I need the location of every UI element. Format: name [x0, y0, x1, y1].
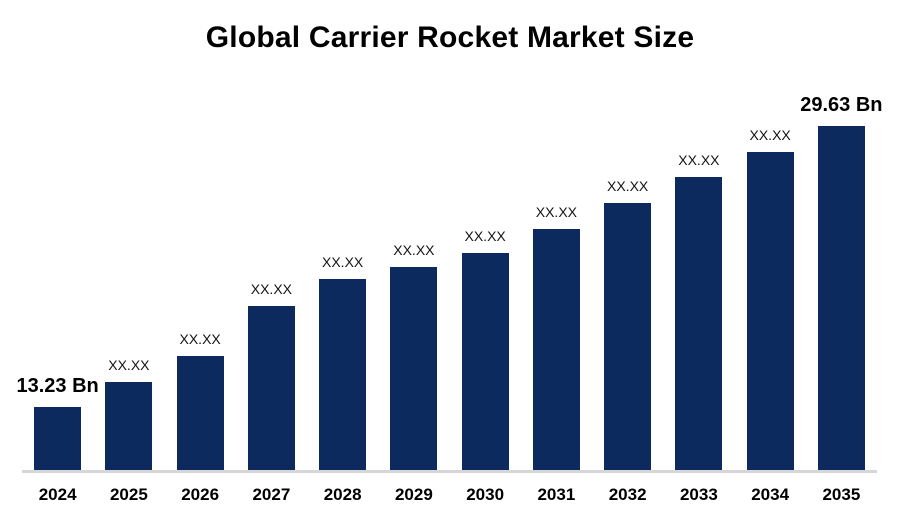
- x-axis: 2024 2025 2026 2027 2028 2029 2030 2031 2032 2033…: [22, 485, 877, 505]
- bar-group-2034: XX.XX: [735, 127, 806, 470]
- x-tick-2029: 2029: [394, 485, 433, 504]
- x-tick-2031: 2031: [537, 485, 576, 504]
- bar-2030: [461, 253, 509, 470]
- bar-value-label-2032: XX.XX: [607, 178, 649, 195]
- bar-2024: [34, 407, 82, 470]
- x-tick-2027: 2027: [252, 485, 291, 504]
- x-tick-2032: 2032: [608, 485, 647, 504]
- bar-group-2026: XX.XX: [165, 331, 236, 470]
- bar-value-label-2027: XX.XX: [250, 281, 292, 298]
- bar-value-label-2035: 29.63 Bn: [800, 94, 883, 116]
- bar-value-label-2033: XX.XX: [678, 152, 720, 169]
- bar-2032: [604, 203, 652, 470]
- bar-2027: [247, 306, 295, 470]
- bar-value-label-2025: XX.XX: [108, 357, 150, 374]
- bar-group-2028: XX.XX: [307, 254, 378, 470]
- bar-2026: [176, 356, 224, 470]
- bar-group-2031: XX.XX: [521, 204, 592, 470]
- bar-group-2030: XX.XX: [450, 228, 521, 470]
- x-tick-2034: 2034: [751, 485, 790, 504]
- bar-group-2024: 13.23 Bn: [17, 374, 99, 470]
- bar-group-2033: XX.XX: [663, 152, 734, 470]
- bar-value-label-2034: XX.XX: [749, 127, 791, 144]
- chart-title: Global Carrier Rocket Market Size: [205, 21, 695, 54]
- bar-group-2032: XX.XX: [592, 178, 663, 470]
- x-tick-2026: 2026: [181, 485, 220, 504]
- bar-2033: [675, 177, 723, 470]
- x-tick-2030: 2030: [466, 485, 505, 504]
- bar-2028: [319, 279, 367, 470]
- bar-group-2029: XX.XX: [378, 242, 449, 470]
- x-tick-2028: 2028: [323, 485, 362, 504]
- bar-2031: [532, 229, 580, 470]
- bar-value-label-2026: XX.XX: [179, 331, 221, 348]
- bar-value-label-2031: XX.XX: [535, 204, 577, 221]
- bar-2034: [746, 152, 794, 470]
- bar-2025: [105, 382, 153, 470]
- x-tick-2025: 2025: [109, 485, 148, 504]
- x-tick-2033: 2033: [679, 485, 718, 504]
- bar-2029: [390, 267, 438, 470]
- x-tick-2024: 2024: [38, 485, 77, 504]
- plot-area: 13.23 Bn XX.XX XX.XX XX.XX XX.XX XX.XX XX.XX XX…: [17, 90, 883, 473]
- bar-group-2025: XX.XX: [93, 357, 164, 470]
- bar-value-label-2029: XX.XX: [393, 242, 435, 259]
- bar-value-label-2028: XX.XX: [322, 254, 364, 271]
- bar-group-2035: 29.63 Bn: [800, 93, 883, 470]
- bar-value-label-2030: XX.XX: [464, 228, 506, 245]
- bar-group-2027: XX.XX: [236, 281, 307, 470]
- x-tick-2035: 2035: [822, 485, 861, 504]
- bar-2035: [817, 126, 865, 470]
- bar-value-label-2024: 13.23 Bn: [16, 375, 99, 397]
